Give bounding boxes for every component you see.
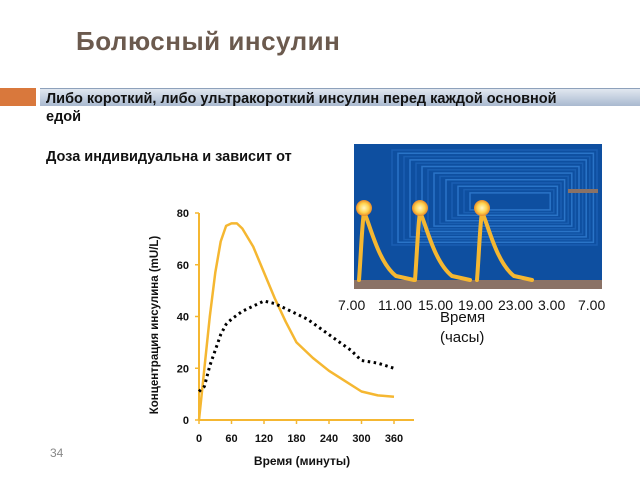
baseline-bar xyxy=(354,280,602,289)
y-tick-label: 20 xyxy=(177,363,189,375)
accent-bar xyxy=(0,88,36,106)
slide-title: Болюсный инсулин xyxy=(76,26,341,56)
x-axis-label: Время (минуты) xyxy=(254,454,350,468)
background-step xyxy=(445,178,566,222)
spike-flame xyxy=(412,200,428,216)
bolus-spikes xyxy=(356,200,534,282)
time-axis-label-text: Время (часы) xyxy=(440,309,486,346)
background-step xyxy=(421,165,580,233)
background-step xyxy=(457,185,559,217)
header-band xyxy=(40,88,640,106)
y-axis-label: Концентрация инсулина (mU/L) xyxy=(149,236,161,415)
time-tick-label: 3.00 xyxy=(538,297,566,313)
x-tick-label: 120 xyxy=(255,433,273,445)
marker-bar xyxy=(568,189,598,193)
time-tick-label: 7.00 xyxy=(578,297,606,313)
chart-ticks: 0 20 40 60 80 0 60 120 180 240 300 360 xyxy=(177,208,403,445)
header-band-line xyxy=(40,88,640,89)
series-line-solid xyxy=(197,222,395,421)
x-tick-label: 240 xyxy=(320,433,338,445)
background-step xyxy=(415,162,584,235)
bullet-dose: Доза индивидуальна и зависит от xyxy=(46,149,292,165)
page-number: 34 xyxy=(50,446,64,460)
time-tick-label: 7.00 xyxy=(338,297,366,313)
daily-bolus-chart xyxy=(352,144,602,289)
background-step xyxy=(433,172,573,227)
background-step xyxy=(439,175,569,225)
time-tick-label: 15.00 xyxy=(418,297,454,313)
background-step xyxy=(397,152,595,244)
background-step xyxy=(409,159,587,238)
y-tick-label: 80 xyxy=(177,208,189,220)
spike-flame xyxy=(474,200,490,216)
x-tick-label: 300 xyxy=(352,433,370,445)
x-tick-label: 180 xyxy=(287,433,305,445)
background-step xyxy=(403,155,591,241)
background-step xyxy=(463,188,555,214)
series-line-dotted xyxy=(197,299,395,393)
x-tick-label: 60 xyxy=(225,433,237,445)
y-tick-label: 40 xyxy=(177,312,189,324)
background-steps xyxy=(391,149,598,246)
chart-series xyxy=(197,222,395,421)
y-tick-label: 0 xyxy=(183,415,189,427)
background-step xyxy=(469,192,551,211)
y-tick-label: 60 xyxy=(177,260,189,272)
x-tick-label: 0 xyxy=(196,433,202,445)
background-step xyxy=(451,182,562,219)
bullet-insulin-type: Либо короткий, либо ультракороткий инсул… xyxy=(46,91,557,125)
time-tick-label: 23.00 xyxy=(498,297,534,313)
spike-flame xyxy=(356,200,372,216)
time-tick-label: 19.00 xyxy=(458,297,494,313)
x-tick-label: 360 xyxy=(385,433,403,445)
time-axis-label: Время (часы) xyxy=(440,308,485,348)
background-step xyxy=(427,169,577,230)
time-tick-label: 11.00 xyxy=(378,297,412,313)
